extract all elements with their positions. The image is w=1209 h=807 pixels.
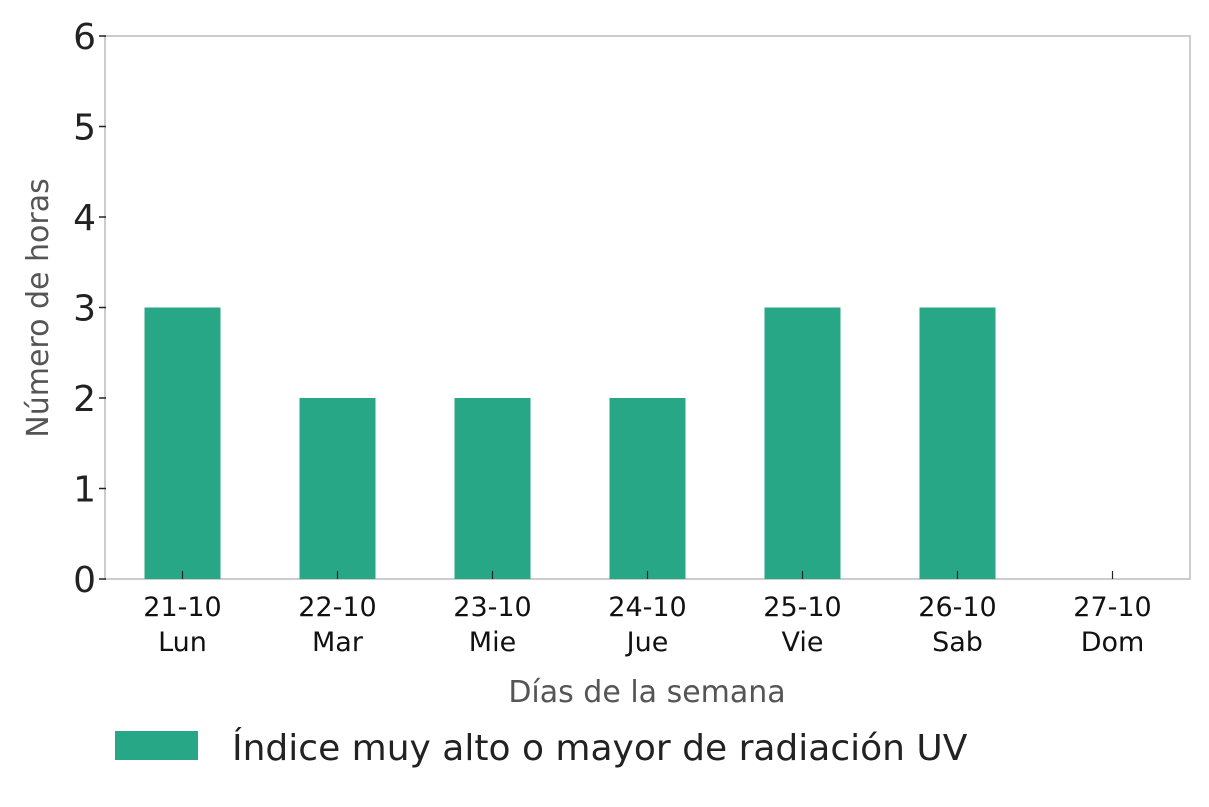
legend-label: Índice muy alto o mayor de radiación UV [232, 727, 968, 769]
y-tick-label-6: 6 [73, 17, 96, 58]
x-tick-label-day-Jue: Jue [625, 627, 669, 658]
x-axis-label: Días de la semana [508, 675, 785, 710]
bar-21-10 [144, 307, 221, 579]
y-axis-label: Número de horas [21, 178, 56, 437]
y-tick-label-0: 0 [73, 560, 96, 601]
y-tick-label-5: 5 [73, 108, 96, 149]
y-tick-label-2: 2 [73, 379, 96, 420]
x-tick-label-day-Dom: Dom [1081, 627, 1145, 658]
x-tick-label-day-Mar: Mar [312, 627, 364, 658]
y-tick-label-1: 1 [73, 470, 96, 511]
x-tick-label-date-26-10: 26-10 [918, 592, 996, 623]
bar-23-10 [454, 398, 531, 579]
x-tick-label-day-Mie: Mie [469, 627, 516, 658]
x-tick-label-date-22-10: 22-10 [298, 592, 376, 623]
x-tick-label-day-Sab: Sab [932, 627, 983, 658]
bar-26-10 [919, 307, 996, 579]
x-tick-label-date-25-10: 25-10 [763, 592, 841, 623]
x-tick-label-date-23-10: 23-10 [453, 592, 531, 623]
x-tick-label-date-21-10: 21-10 [143, 592, 221, 623]
bar-25-10 [764, 307, 841, 579]
y-tick-label-3: 3 [73, 289, 96, 330]
x-tick-label-day-Vie: Vie [782, 627, 824, 658]
legend-swatch [115, 731, 198, 760]
x-tick-label-date-27-10: 27-10 [1073, 592, 1151, 623]
x-tick-label-day-Lun: Lun [158, 627, 207, 658]
bar-22-10 [299, 398, 376, 579]
x-axis-ticks: 21-10 Lun 22-10 Mar 23-10 Mie 24-10 Jue 25-10 Vie… [143, 571, 1152, 658]
legend: Índice muy alto o mayor de radiación UV [115, 727, 968, 769]
bars [144, 307, 996, 579]
y-tick-label-4: 4 [73, 198, 96, 239]
y-axis-ticks: 0 1 2 3 4 5 6 [73, 17, 106, 601]
bar-24-10 [609, 398, 686, 579]
x-tick-label-date-24-10: 24-10 [608, 592, 686, 623]
